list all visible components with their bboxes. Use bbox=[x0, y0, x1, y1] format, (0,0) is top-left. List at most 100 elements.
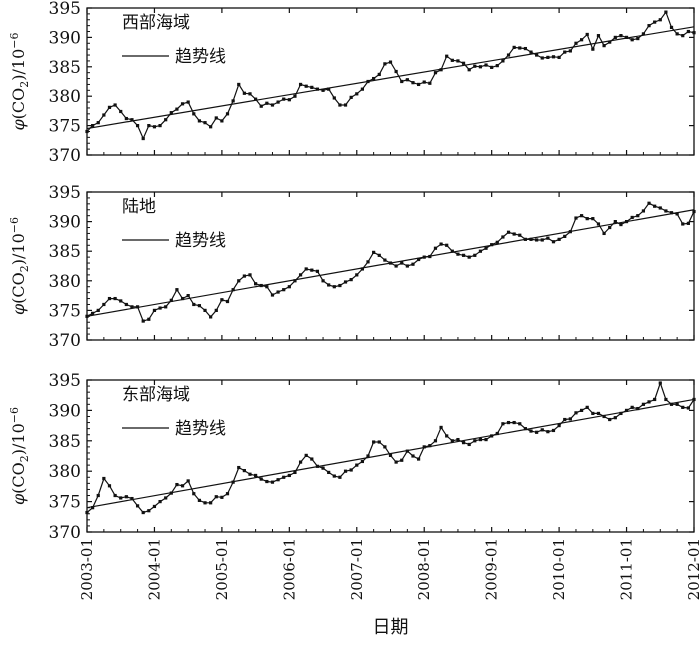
x-tick-label: 2008-01 bbox=[415, 538, 433, 600]
data-point bbox=[124, 302, 128, 307]
data-point bbox=[501, 59, 505, 63]
data-point bbox=[209, 501, 213, 505]
data-point bbox=[276, 290, 280, 294]
data-point bbox=[372, 440, 376, 444]
data-point bbox=[658, 206, 662, 210]
data-point bbox=[254, 97, 258, 101]
data-point bbox=[574, 411, 578, 415]
data-point bbox=[124, 495, 128, 499]
data-point bbox=[596, 411, 601, 416]
data-point bbox=[152, 125, 157, 129]
data-point bbox=[579, 38, 584, 42]
data-point bbox=[180, 484, 185, 488]
data-point bbox=[636, 406, 640, 411]
data-point bbox=[551, 55, 556, 59]
data-point bbox=[135, 305, 140, 309]
data-point bbox=[332, 285, 336, 289]
data-point bbox=[130, 305, 134, 309]
data-point bbox=[686, 29, 690, 34]
data-point bbox=[630, 405, 634, 409]
data-point bbox=[591, 47, 595, 51]
data-point bbox=[220, 119, 224, 123]
data-point bbox=[428, 444, 432, 448]
data-point bbox=[422, 445, 426, 449]
data-point bbox=[349, 278, 353, 282]
data-point bbox=[225, 492, 230, 496]
data-point bbox=[417, 457, 421, 461]
data-point bbox=[310, 85, 314, 89]
legend-label: 趋势线 bbox=[175, 47, 226, 67]
data-point bbox=[692, 397, 696, 402]
data-point bbox=[647, 201, 651, 205]
data-point bbox=[681, 405, 685, 409]
data-point bbox=[490, 434, 494, 438]
data-point bbox=[557, 237, 561, 241]
data-point bbox=[360, 267, 364, 271]
data-point bbox=[692, 209, 696, 214]
data-point bbox=[164, 305, 168, 309]
panel-label: 西部海域 bbox=[122, 13, 190, 33]
data-point bbox=[405, 449, 409, 453]
y-axis-label-part: φ bbox=[9, 303, 28, 315]
data-point bbox=[405, 78, 409, 82]
data-point bbox=[461, 253, 466, 257]
data-point bbox=[546, 236, 550, 240]
legend-label: 趋势线 bbox=[175, 419, 226, 439]
data-point bbox=[619, 222, 623, 227]
data-point bbox=[636, 214, 640, 218]
data-point bbox=[248, 472, 252, 476]
data-point bbox=[540, 238, 544, 242]
y-axis-label-part: (CO bbox=[9, 88, 28, 120]
data-point bbox=[422, 80, 426, 84]
data-point bbox=[293, 279, 297, 283]
data-point bbox=[686, 221, 690, 225]
data-point bbox=[579, 408, 584, 412]
data-point bbox=[495, 431, 499, 436]
data-point bbox=[529, 237, 533, 241]
data-point bbox=[135, 504, 140, 508]
data-point bbox=[158, 500, 162, 504]
data-point bbox=[546, 55, 550, 59]
data-point bbox=[647, 400, 651, 404]
data-point bbox=[692, 31, 696, 35]
data-point bbox=[428, 81, 432, 85]
data-point bbox=[282, 97, 286, 101]
data-point bbox=[91, 124, 95, 128]
data-point bbox=[237, 279, 241, 283]
data-point bbox=[102, 302, 106, 307]
data-point bbox=[248, 273, 252, 277]
data-point bbox=[394, 69, 398, 74]
data-point bbox=[237, 465, 241, 470]
data-point bbox=[506, 53, 511, 57]
data-point bbox=[546, 430, 550, 434]
data-point bbox=[197, 304, 202, 308]
data-point bbox=[209, 125, 213, 129]
data-point bbox=[164, 496, 168, 500]
x-tick-label: 2010-01 bbox=[550, 538, 568, 600]
y-tick-label: 375 bbox=[49, 117, 81, 137]
panel-label: 陆地 bbox=[122, 197, 156, 217]
data-point bbox=[613, 35, 617, 39]
data-point bbox=[467, 255, 471, 259]
x-tick-label: 2003-01 bbox=[78, 538, 96, 600]
data-point bbox=[383, 62, 387, 66]
data-point bbox=[523, 427, 527, 431]
data-point bbox=[557, 55, 561, 59]
y-tick-label: 390 bbox=[49, 401, 81, 421]
data-point bbox=[332, 474, 336, 478]
data-point bbox=[574, 41, 578, 45]
data-point bbox=[355, 463, 359, 467]
data-point bbox=[214, 495, 218, 499]
data-point bbox=[366, 454, 370, 458]
data-point bbox=[636, 36, 640, 41]
data-point bbox=[551, 240, 556, 244]
data-point bbox=[557, 424, 561, 428]
data-point bbox=[254, 473, 258, 478]
data-point bbox=[287, 285, 291, 289]
data-point bbox=[394, 460, 398, 464]
data-point bbox=[287, 473, 291, 478]
data-point bbox=[456, 437, 460, 442]
data-point bbox=[254, 282, 258, 286]
data-point bbox=[192, 112, 196, 116]
